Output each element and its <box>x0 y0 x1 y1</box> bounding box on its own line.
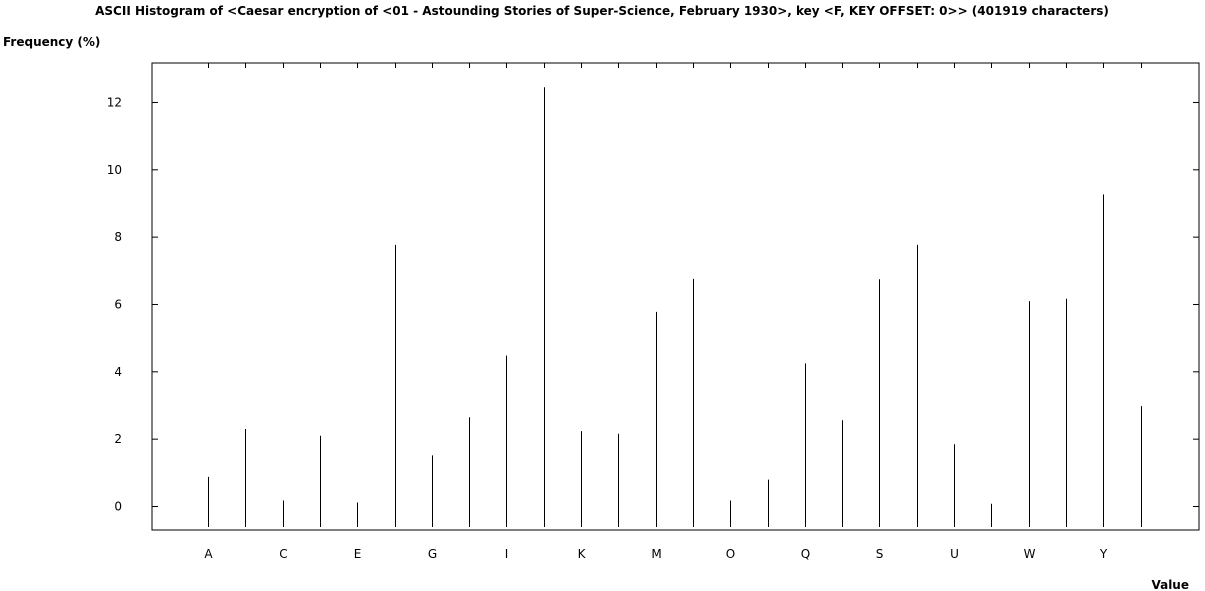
bars-group <box>208 87 1142 527</box>
x-axis-label: Value <box>1151 578 1189 591</box>
y-tick-label: 0 <box>114 500 122 514</box>
y-tick-label: 6 <box>114 297 122 311</box>
y-tick-label: 4 <box>114 365 122 379</box>
x-tick-label: Q <box>801 547 810 561</box>
x-tick-label: M <box>651 547 661 561</box>
x-tick-label: A <box>204 547 213 561</box>
x-tick-label: S <box>876 547 884 561</box>
y-axis: 0 2 4 6 8 10 12 <box>107 95 1199 514</box>
x-tick-label: C <box>279 547 287 561</box>
y-tick-label: 2 <box>114 432 122 446</box>
y-tick-label: 8 <box>114 230 122 244</box>
x-tick-label: G <box>428 547 437 561</box>
x-tick-label: Y <box>1099 547 1108 561</box>
x-tick-label: E <box>354 547 362 561</box>
x-tick-label: U <box>950 547 959 561</box>
y-tick-label: 12 <box>107 95 122 109</box>
x-tick-label: I <box>505 547 509 561</box>
y-tick-label: 10 <box>107 163 122 177</box>
y-axis-label: Frequency (%) <box>3 35 100 49</box>
x-tick-label: W <box>1024 547 1036 561</box>
chart-title: ASCII Histogram of <Caesar encryption of… <box>95 4 1109 18</box>
x-tick-label: K <box>578 547 587 561</box>
x-tick-label: O <box>726 547 735 561</box>
plot-frame <box>151 62 1200 531</box>
